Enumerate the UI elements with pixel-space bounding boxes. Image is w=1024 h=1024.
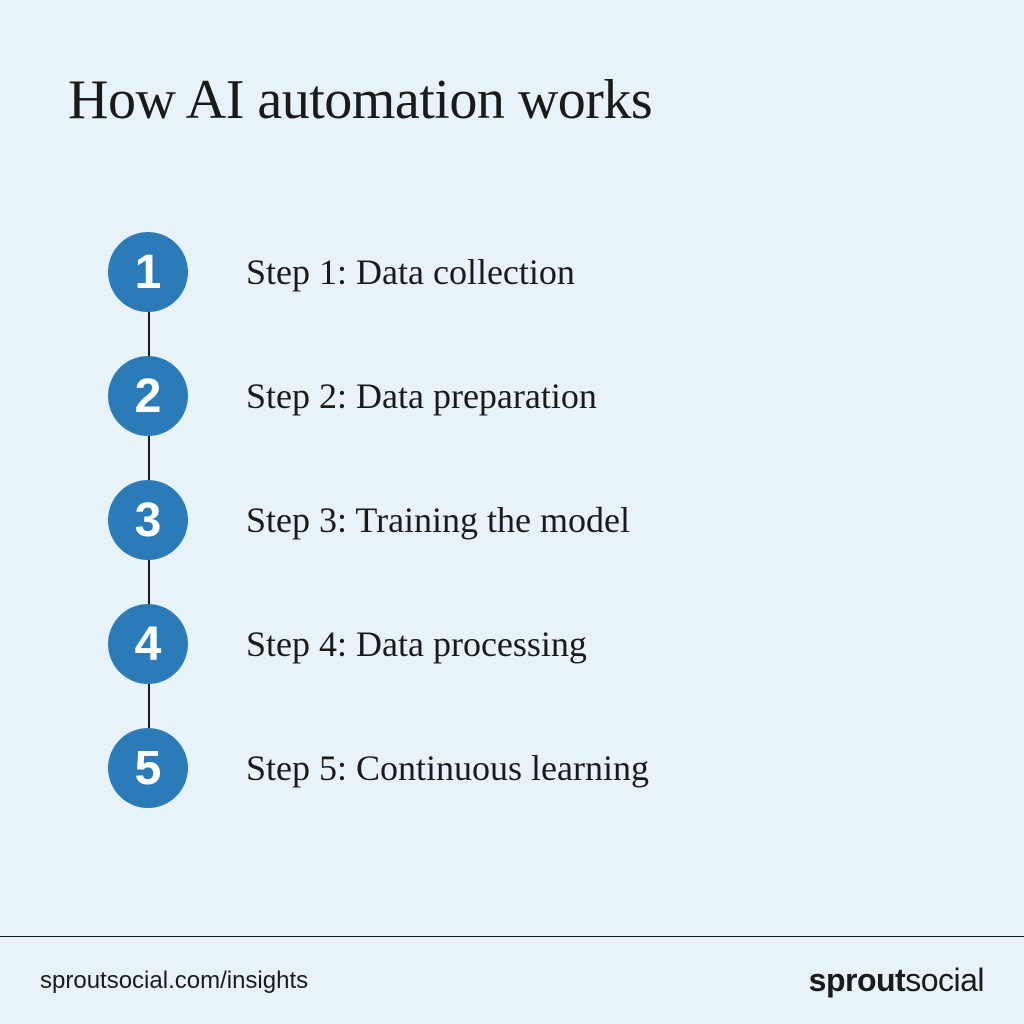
logo-bold: sprout: [809, 962, 906, 998]
steps-wrapper: 1 Step 1: Data collection 2 Step 2: Data pr…: [68, 232, 956, 808]
infographic-container: How AI automation works 1 Step 1: Data co…: [0, 0, 1024, 1024]
step-circle: 2: [108, 356, 188, 436]
step-circle: 5: [108, 728, 188, 808]
step-number: 5: [135, 741, 162, 796]
step-label: Step 4: Data processing: [246, 623, 587, 665]
steps-list: 1 Step 1: Data collection 2 Step 2: Data pr…: [108, 232, 956, 808]
footer-logo: sproutsocial: [809, 962, 984, 999]
step-circle: 4: [108, 604, 188, 684]
step-row: 2 Step 2: Data preparation: [108, 356, 956, 436]
step-circle: 1: [108, 232, 188, 312]
step-row: 3 Step 3: Training the model: [108, 480, 956, 560]
step-label: Step 2: Data preparation: [246, 375, 597, 417]
logo-light: social: [905, 962, 984, 998]
step-number: 4: [135, 617, 162, 672]
step-row: 1 Step 1: Data collection: [108, 232, 956, 312]
main-panel: How AI automation works 1 Step 1: Data co…: [0, 0, 1024, 936]
footer: sproutsocial.com/insights sproutsocial: [0, 936, 1024, 1024]
step-row: 4 Step 4: Data processing: [108, 604, 956, 684]
step-number: 1: [135, 245, 162, 300]
step-circle: 3: [108, 480, 188, 560]
step-label: Step 5: Continuous learning: [246, 747, 649, 789]
step-row: 5 Step 5: Continuous learning: [108, 728, 956, 808]
step-label: Step 3: Training the model: [246, 499, 630, 541]
footer-url: sproutsocial.com/insights: [40, 967, 308, 995]
step-number: 2: [135, 369, 162, 424]
step-label: Step 1: Data collection: [246, 251, 575, 293]
page-title: How AI automation works: [68, 68, 956, 132]
step-number: 3: [135, 493, 162, 548]
